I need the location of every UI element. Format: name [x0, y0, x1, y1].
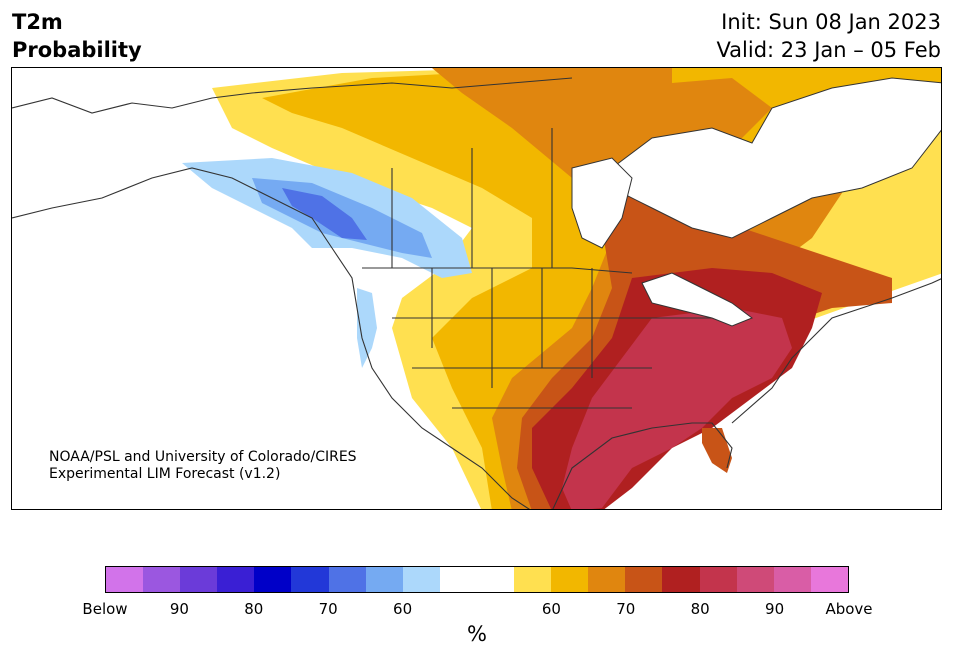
colorbar-tick-label: 70: [318, 600, 338, 618]
colorbar-swatch: [810, 567, 848, 592]
colorbar-swatch: [365, 567, 403, 592]
colorbar-unit: %: [467, 622, 487, 646]
colorbar-tick-label: 60: [393, 600, 413, 618]
init-date: Init: Sun 08 Jan 2023: [721, 10, 941, 34]
colorbar-tick-label: Above: [825, 600, 873, 618]
colorbar-swatch: [699, 567, 737, 592]
colorbar-swatch: [736, 567, 774, 592]
colorbar-swatch: [143, 567, 181, 592]
map-canvas: [12, 68, 941, 509]
colorbar-swatch: [588, 567, 626, 592]
colorbar-swatch: [254, 567, 292, 592]
colorbar-swatch: [439, 567, 477, 592]
colorbar-swatch: [625, 567, 663, 592]
colorbar-tick-label: 80: [244, 600, 264, 618]
colorbar-swatch: [773, 567, 811, 592]
probability-map: [11, 67, 942, 510]
great-lakes: [641, 272, 754, 327]
colorbar-tick-label: 80: [690, 600, 710, 618]
greenland: [611, 77, 941, 239]
title-line-type: Probability: [12, 38, 142, 62]
region-crimson: [562, 308, 792, 509]
credit-line-2: Experimental LIM Forecast (v1.2): [49, 466, 281, 482]
colorbar-swatch: [217, 567, 255, 592]
colorbar-swatch: [106, 567, 144, 592]
title-line-variable: T2m: [12, 10, 63, 34]
hudson-bay: [571, 157, 633, 249]
colorbar-swatch: [551, 567, 589, 592]
colorbar-swatch: [662, 567, 700, 592]
colorbar-tick-label: 70: [616, 600, 636, 618]
map-borders: [12, 77, 941, 509]
colorbar-swatch: [402, 567, 440, 592]
probability-shading: [182, 68, 941, 509]
colorbar-tick-label: 90: [765, 600, 785, 618]
colorbar-tick-label: 90: [169, 600, 189, 618]
colorbar: [105, 566, 849, 593]
colorbar-swatch: [328, 567, 366, 592]
colorbar-swatch: [476, 567, 515, 592]
credit-line-1: NOAA/PSL and University of Colorado/CIRE…: [49, 449, 357, 465]
colorbar-tick-label: 60: [541, 600, 561, 618]
valid-range: Valid: 23 Jan – 05 Feb: [716, 38, 941, 62]
map-credit: NOAA/PSL and University of Colorado/CIRE…: [49, 449, 357, 483]
region-blue: [282, 188, 367, 240]
map-title: T2m Probability: [12, 8, 142, 64]
colorbar-swatch: [291, 567, 329, 592]
colorbar-swatch: [514, 567, 552, 592]
colorbar-swatch: [180, 567, 218, 592]
colorbar-tick-label: Below: [82, 600, 128, 618]
region-light-blue-coast: [357, 288, 377, 368]
forecast-dates: Init: Sun 08 Jan 2023 Valid: 23 Jan – 05…: [716, 8, 941, 64]
